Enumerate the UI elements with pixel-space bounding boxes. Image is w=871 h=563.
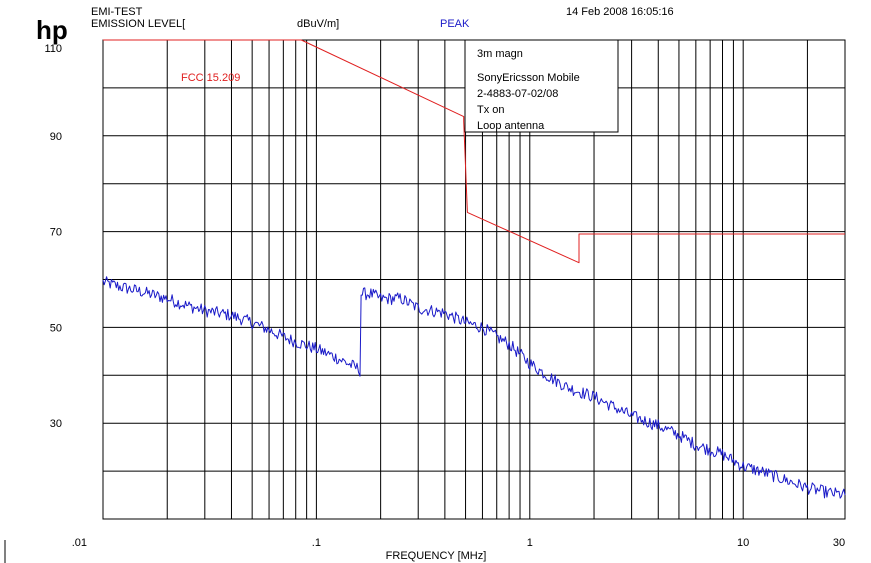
- emission-level-label: EMISSION LEVEL[: [91, 18, 186, 30]
- limit-line-fcc-15-209: [103, 39, 845, 264]
- x-tick-label: 30: [833, 537, 845, 549]
- unit-label: dBuV/m]: [297, 18, 340, 30]
- note-line: Loop antenna: [477, 120, 545, 132]
- detector-label: PEAK: [440, 18, 470, 30]
- note-line: SonyEricsson Mobile: [477, 72, 580, 84]
- hp-logo: hp: [36, 15, 68, 45]
- test-name: EMI-TEST: [91, 6, 143, 18]
- grid: [102, 39, 846, 520]
- note-line: Tx on: [477, 104, 505, 116]
- notes-box: 3m magn SonyEricsson Mobile 2-4883-07-02…: [464, 39, 619, 133]
- peak-emission-trace: [102, 276, 846, 499]
- limit-annotation: FCC 15.209: [181, 72, 240, 84]
- y-tick-label: 30: [50, 418, 62, 430]
- date-time: 14 Feb 2008 16:05:16: [566, 6, 674, 18]
- notes-box-frame: [464, 39, 619, 133]
- note-line: 2-4883-07-02/08: [477, 88, 558, 100]
- note-line: 3m magn: [477, 48, 523, 60]
- series-layer: [102, 39, 846, 499]
- x-axis-label: FREQUENCY [MHz]: [386, 550, 487, 562]
- x-tick-label: .01: [72, 537, 87, 549]
- y-tick-label: 90: [50, 131, 62, 143]
- y-tick-label: 110: [44, 43, 62, 55]
- y-tick-label: 50: [50, 322, 62, 334]
- x-tick-label: 10: [737, 537, 749, 549]
- x-tick-label: .1: [312, 537, 321, 549]
- y-tick-label: 70: [50, 227, 62, 239]
- x-tick-label: 1: [527, 537, 533, 549]
